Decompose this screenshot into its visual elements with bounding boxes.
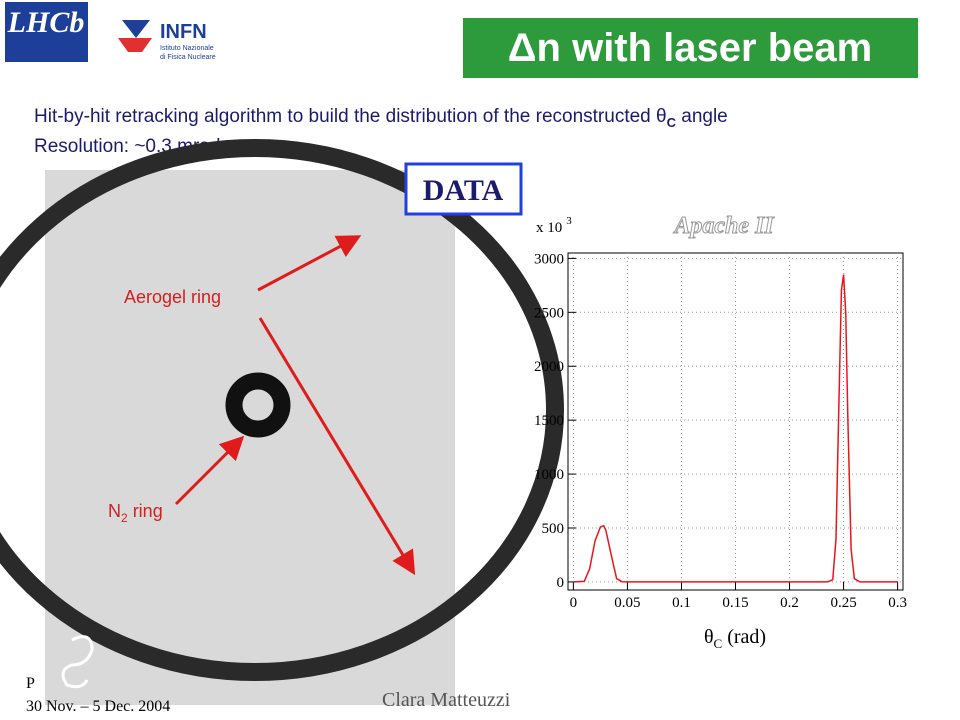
n2-ring <box>225 372 291 438</box>
x-tick-label: 0.05 <box>614 595 640 611</box>
photo-bg <box>45 170 455 705</box>
x-tick-label: 0.2 <box>780 595 799 611</box>
x-tick-label: 0.1 <box>672 595 691 611</box>
infn-mark <box>122 20 150 38</box>
arrow <box>174 435 245 506</box>
y-tick-label: 3000 <box>534 251 564 267</box>
x-tick-label: 0 <box>570 595 578 611</box>
x-label-sub: C <box>714 636 723 651</box>
aerogel-ring <box>0 139 564 681</box>
subtitle-text: Hit-by-hit retracking algorithm to build… <box>34 106 667 127</box>
n2-text: N <box>108 501 121 521</box>
y-tick-label: 2500 <box>534 305 564 321</box>
data-box <box>404 162 523 216</box>
multiplier-exp: 3 <box>566 215 572 227</box>
x-axis-label: θC (rad) <box>704 626 766 651</box>
arrow <box>258 317 416 576</box>
y-tick-label: 1000 <box>534 467 564 483</box>
n2-text: ring <box>128 501 163 521</box>
title-box <box>463 18 918 78</box>
footer-date: 30 Nov. – 5 Dec. 2004 <box>26 698 170 715</box>
photo <box>0 139 564 705</box>
x-tick-label: 0.15 <box>722 595 748 611</box>
footer-date-prefix: P <box>26 675 35 692</box>
multiplier: x 10 3 <box>536 215 572 236</box>
y-tick-label: 2000 <box>534 359 564 375</box>
slide-title: Δn with laser beam <box>508 26 872 70</box>
x-label-text: (rad) <box>722 626 766 648</box>
subtitle-sub: C <box>667 115 677 130</box>
data-label: DATA <box>423 174 504 207</box>
aerogel-label: Aerogel ring <box>124 287 221 307</box>
lhcb-logo: LHCb <box>7 6 85 39</box>
multiplier-text: x 10 <box>536 220 562 236</box>
n2-label: N2 ring <box>108 501 163 525</box>
x-tick-label: 0.3 <box>888 595 907 611</box>
n2-sub: 2 <box>121 511 128 525</box>
x-label-text: θ <box>704 626 714 648</box>
y-tick-label: 0 <box>557 575 565 591</box>
lhcb-logo-bg <box>5 2 88 62</box>
subtitle-text: angle <box>676 106 728 127</box>
subtitle: Hit-by-hit retracking algorithm to build… <box>34 106 728 130</box>
chart-title: Apache II <box>672 213 775 239</box>
data-line <box>573 274 898 583</box>
y-tick-label: 1500 <box>534 413 564 429</box>
infn-logo: INFN Istituto Nazionale di Fisica Nuclea… <box>118 20 216 61</box>
y-tick-label: 500 <box>542 521 565 537</box>
infn-mark <box>118 38 152 52</box>
infn-sub: Istituto Nazionale <box>160 45 214 52</box>
infn-text: INFN <box>160 21 207 43</box>
x-tick-label: 0.25 <box>830 595 856 611</box>
arrow <box>257 235 362 292</box>
photo-mark <box>61 635 94 689</box>
infn-sub: di Fisica Nucleare <box>160 54 216 61</box>
footer-author: Clara Matteuzzi <box>382 689 511 711</box>
